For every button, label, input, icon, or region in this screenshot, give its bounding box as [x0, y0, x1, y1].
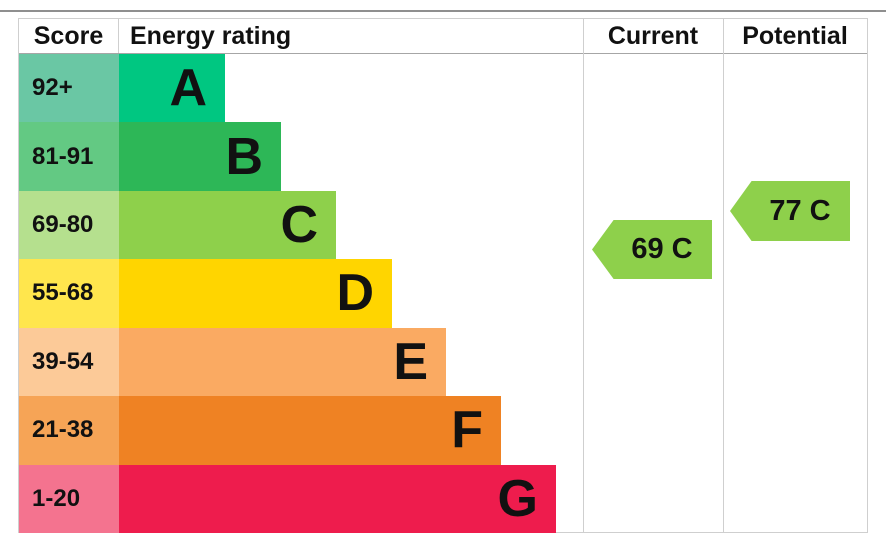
band-row-a: 92+ A — [19, 54, 867, 123]
band-bar-d: D — [119, 259, 392, 328]
column-header-energy-rating: Energy rating — [130, 21, 292, 50]
score-range-e: 39-54 — [19, 327, 119, 397]
potential-rating-arrow: 77 C — [730, 181, 850, 241]
band-rows: 92+ A 81-91 B 69-80 C 55-68 D 39-54 E 21… — [19, 54, 867, 533]
column-header-potential: Potential — [742, 21, 848, 50]
band-row-b: 81-91 B — [19, 122, 867, 191]
top-divider-line — [0, 10, 886, 12]
score-range-f: 21-38 — [19, 396, 119, 465]
current-rating-arrow: 69 C — [592, 220, 712, 279]
score-range-c: 69-80 — [19, 190, 119, 260]
band-row-f: 21-38 F — [19, 396, 867, 465]
column-divider-potential — [723, 19, 724, 532]
column-header-current: Current — [607, 21, 699, 50]
band-bar-c: C — [119, 190, 336, 260]
band-row-c: 69-80 C — [19, 190, 867, 260]
score-range-d: 55-68 — [19, 259, 119, 328]
table-header-row: Score Energy rating Current Potential — [19, 19, 867, 54]
band-bar-a: A — [119, 54, 225, 123]
band-bar-f: F — [119, 396, 501, 465]
band-row-e: 39-54 E — [19, 327, 867, 397]
epc-table: Score Energy rating Current Potential 92… — [18, 18, 868, 533]
score-range-g: 1-20 — [19, 464, 119, 533]
column-divider-current — [583, 19, 584, 532]
column-header-score: Score — [19, 19, 119, 53]
band-row-d: 55-68 D — [19, 259, 867, 328]
band-row-g: 1-20 G — [19, 464, 867, 533]
band-bar-g: G — [119, 464, 556, 533]
score-range-a: 92+ — [19, 54, 119, 123]
score-range-b: 81-91 — [19, 122, 119, 191]
band-bar-b: B — [119, 122, 281, 191]
band-bar-e: E — [119, 327, 446, 397]
